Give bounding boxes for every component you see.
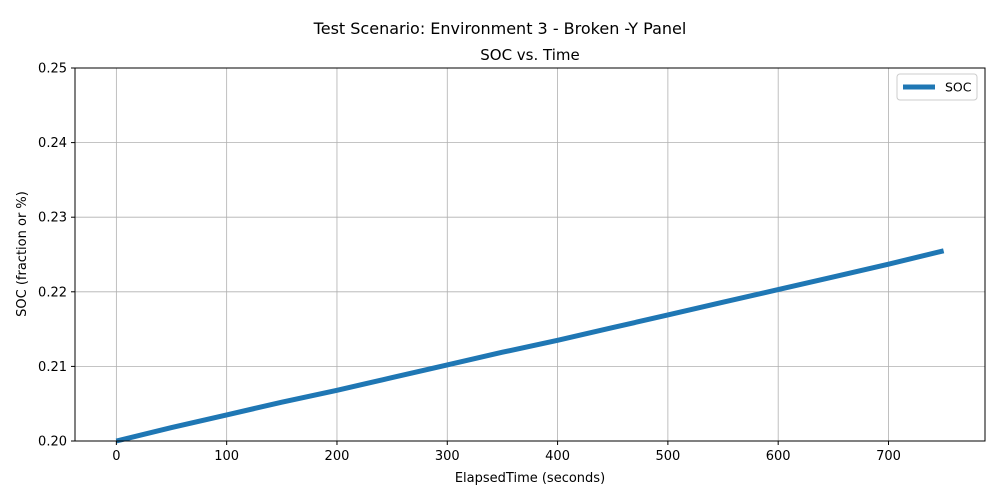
y-tick-label: 0.21	[38, 360, 67, 375]
y-axis-label: SOC (fraction or %)	[15, 191, 30, 317]
series-layer	[115, 248, 945, 444]
x-tick-label: 300	[435, 449, 460, 464]
legend-box	[896, 73, 978, 101]
y-tick-label: 0.25	[38, 62, 67, 77]
x-tick-label: 0	[112, 449, 120, 464]
x-tick-label: 500	[655, 449, 680, 464]
axes	[74, 67, 986, 442]
x-axis-label: ElapsedTime (seconds)	[455, 471, 605, 486]
y-tick-label: 0.23	[38, 211, 67, 226]
y-tick-label: 0.20	[38, 435, 67, 450]
legend-label-soc: SOC	[945, 80, 972, 95]
figure-suptitle: Test Scenario: Environment 3 - Broken -Y…	[313, 19, 687, 38]
y-tick-label: 0.24	[38, 136, 67, 151]
x-tick-label: 600	[766, 449, 791, 464]
chart-title: SOC vs. Time	[480, 46, 580, 64]
plot-frame	[74, 67, 986, 442]
x-tick-label: 200	[325, 449, 350, 464]
x-tick-label: 400	[545, 449, 570, 464]
ticks: 0 100 200 300 400 500 600 700 0.20 0.21 0.22 0.23 0.…	[38, 62, 901, 465]
x-tick-label: 700	[876, 449, 901, 464]
y-tick-label: 0.22	[38, 285, 67, 300]
x-tick-label: 100	[214, 449, 239, 464]
series-line-soc	[115, 248, 945, 444]
legend: SOC	[896, 73, 978, 101]
